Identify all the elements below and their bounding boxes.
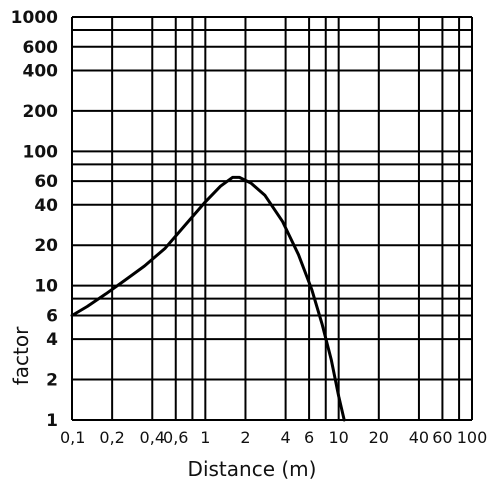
x-tick-label: 4 [281, 428, 291, 447]
y-tick-label: 6 [46, 306, 58, 326]
y-tick-label: 100 [23, 142, 59, 162]
series-line [70, 175, 346, 422]
y-tick-label: 10 [34, 277, 58, 297]
x-tick-label: 40 [409, 428, 429, 447]
x-tick-label: 0,6 [163, 428, 188, 447]
x-axis-label: Distance (m) [188, 457, 317, 481]
x-tick-label: 1 [200, 428, 210, 447]
x-tick-label: 60 [432, 428, 452, 447]
y-axis-label: factor [9, 326, 33, 385]
y-tick-label: 1000 [11, 8, 58, 28]
x-tick-label: 0,2 [99, 428, 124, 447]
series-layer [70, 175, 346, 422]
y-tick-label: 4 [46, 330, 58, 350]
x-tick-label: 20 [369, 428, 389, 447]
x-tick-label: 6 [304, 428, 314, 447]
y-tick-label: 200 [23, 102, 59, 122]
y-tick-label: 20 [34, 236, 58, 256]
y-tick-label: 40 [34, 196, 58, 216]
y-tick-label: 2 [46, 371, 58, 391]
y-tick-labels: 1 2 4 6 10 20 40 60 100 200 400 600 1000 [11, 8, 58, 431]
x-tick-labels: 0,1 0,2 0,40,6 1 2 4 6 10 20 40 60 100 [60, 428, 487, 447]
x-tick-label: 0,4 [140, 428, 165, 447]
grid [71, 16, 473, 421]
y-tick-label: 400 [23, 61, 59, 81]
x-tick-label: 2 [240, 428, 250, 447]
y-tick-label: 60 [34, 172, 58, 192]
x-tick-label: 0,1 [60, 428, 85, 447]
y-tick-label: 1 [46, 411, 58, 431]
x-tick-label: 10 [328, 428, 348, 447]
x-tick-label: 100 [457, 428, 488, 447]
y-tick-label: 600 [23, 38, 59, 58]
